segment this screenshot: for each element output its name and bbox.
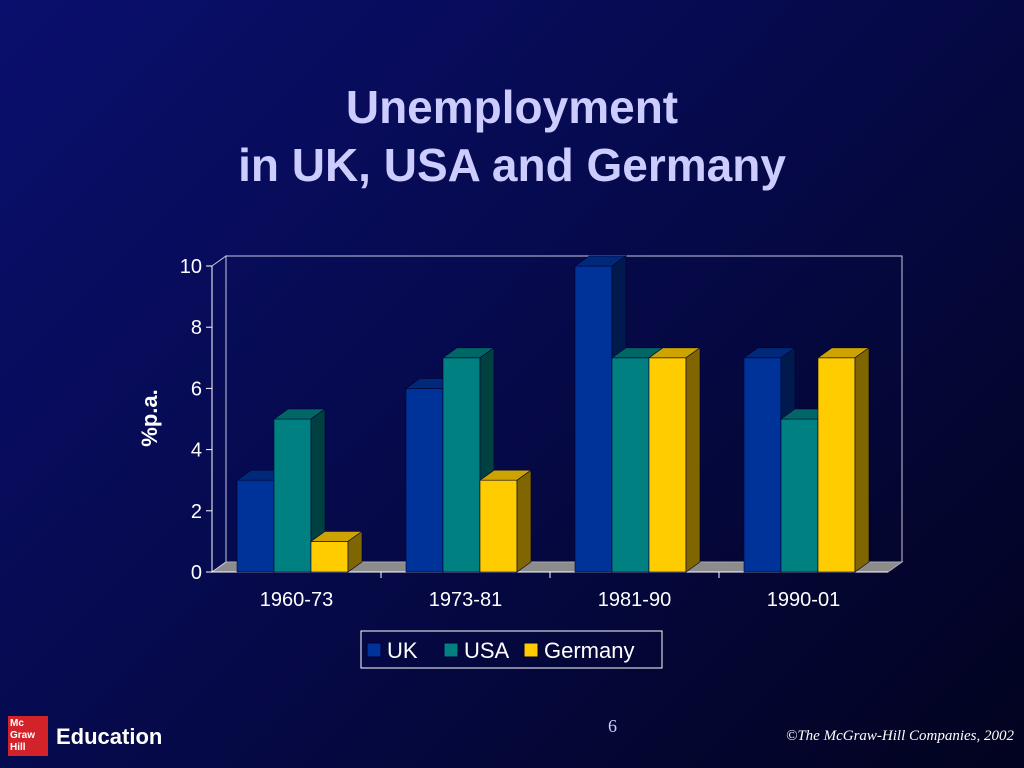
logo-text-hill: Hill: [10, 742, 26, 753]
page-number: 6: [608, 716, 617, 736]
mcgraw-hill-logo: Mc Graw Hill: [8, 716, 48, 756]
y-tick-label: 8: [191, 317, 202, 339]
legend-label: Germany: [544, 638, 634, 663]
bar-front: [310, 541, 349, 573]
legend-swatch: [366, 642, 382, 658]
footer-brand: Education: [56, 724, 163, 749]
bar-front: [273, 418, 312, 573]
legend-swatch: [523, 642, 539, 658]
bar-side: [854, 347, 870, 573]
copyright-text: ©The McGraw-Hill Companies, 2002: [785, 728, 1014, 744]
logo-text-mc: Mc: [10, 718, 24, 729]
y-tick-label: 6: [191, 378, 202, 400]
bar-front: [611, 357, 650, 573]
y-axis-label: %p.a.: [137, 389, 162, 446]
bar-side: [516, 469, 532, 573]
bar-front: [780, 418, 819, 573]
bar-front: [479, 479, 518, 573]
x-tick-label: 1981-90: [598, 589, 671, 611]
x-tick-label: 1973-81: [429, 589, 502, 611]
bar-front: [405, 388, 444, 573]
legend-label: USA: [464, 638, 510, 663]
y-tick-label: 10: [180, 256, 202, 278]
bar-front: [817, 357, 856, 573]
slide-title-line2: in UK, USA and Germany: [238, 139, 786, 191]
bar-front: [442, 357, 481, 573]
bar-side: [685, 347, 701, 573]
bar-front: [574, 265, 613, 573]
bar-front: [236, 479, 275, 573]
x-tick-label: 1960-73: [260, 589, 333, 611]
x-tick-label: 1990-01: [767, 589, 840, 611]
legend-label: UK: [387, 638, 418, 663]
y-tick-label: 2: [191, 501, 202, 523]
bar-front: [743, 357, 782, 573]
bar-front: [648, 357, 687, 573]
bar-side: [347, 530, 363, 573]
y-tick-label: 0: [191, 562, 202, 584]
legend-box: [360, 630, 663, 669]
plot-side-wall: [211, 255, 227, 573]
y-tick-label: 4: [191, 440, 202, 462]
slide-title-line1: Unemployment: [345, 81, 679, 133]
logo-text-graw: Graw: [10, 730, 36, 741]
legend-swatch: [443, 642, 459, 658]
